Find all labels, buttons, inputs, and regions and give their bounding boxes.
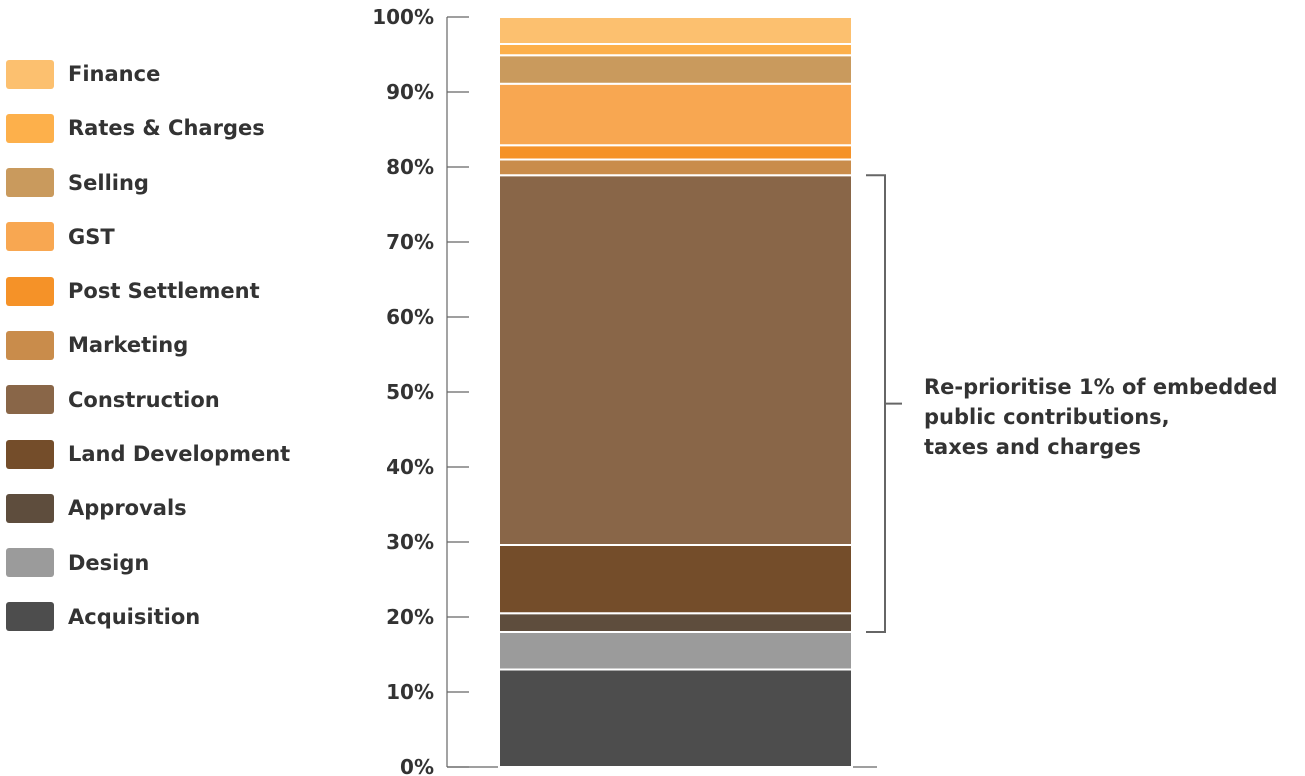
- legend-label: Selling: [68, 170, 149, 195]
- legend-swatch: [6, 168, 54, 198]
- legend-swatch: [6, 59, 54, 89]
- chart-legend: Finance Rates & Charges Selling GST Post Set…: [6, 58, 336, 655]
- legend-item: Rates & Charges: [6, 112, 336, 144]
- bar-segment: [498, 43, 853, 57]
- legend-label: Acquisition: [68, 604, 201, 629]
- bar-segment: [498, 631, 853, 671]
- annotation-line-1: Re-prioritise 1% of embedded: [924, 375, 1278, 399]
- legend-swatch: [6, 548, 54, 578]
- annotation-bracket: [866, 174, 902, 633]
- bar-segment: [498, 16, 853, 45]
- legend-label: Land Development: [68, 442, 291, 467]
- legend-item: Approvals: [6, 492, 336, 524]
- y-tick-label: 0%: [400, 755, 434, 776]
- annotation-line-3: taxes and charges: [924, 435, 1141, 459]
- y-tick-label: 30%: [386, 530, 434, 554]
- annotation-line-2: public contributions,: [924, 405, 1170, 429]
- legend-item: GST: [6, 221, 336, 253]
- legend-swatch: [6, 385, 54, 415]
- y-tick-label: 60%: [386, 305, 434, 329]
- y-tick-label: 90%: [386, 80, 434, 104]
- legend-swatch: [6, 330, 54, 360]
- bar-segment: [498, 144, 853, 161]
- legend-label: Approvals: [68, 496, 187, 521]
- legend-label: Finance: [68, 62, 161, 86]
- legend-swatch: [6, 113, 54, 143]
- legend-item: Finance: [6, 58, 336, 90]
- y-tick-label: 100%: [372, 5, 434, 29]
- legend-swatch: [6, 439, 54, 469]
- legend-swatch: [6, 276, 54, 306]
- legend-label: Design: [68, 550, 150, 575]
- bar-segment: [498, 82, 853, 147]
- legend-item: Construction: [6, 384, 336, 416]
- legend-label: Marketing: [68, 333, 189, 358]
- bar-segment: [498, 544, 853, 615]
- legend-label: GST: [68, 224, 115, 249]
- legend-item: Selling: [6, 167, 336, 199]
- bar-segment: [498, 158, 853, 177]
- bar-segment: [498, 174, 853, 546]
- bar-segment: [498, 668, 853, 768]
- legend-item: Marketing: [6, 329, 336, 361]
- legend-swatch: [6, 602, 54, 632]
- legend-item: Acquisition: [6, 601, 336, 633]
- y-tick-label: 50%: [386, 380, 434, 404]
- bracket-annotation: Re-prioritise 1% of embedded public cont…: [924, 372, 1304, 462]
- bar-segment: [498, 612, 853, 633]
- legend-item: Land Development: [6, 438, 336, 470]
- y-tick-label: 70%: [386, 230, 434, 254]
- legend-label: Rates & Charges: [68, 116, 265, 141]
- y-tick-label: 20%: [386, 605, 434, 629]
- bar-segment: [498, 54, 853, 85]
- legend-item: Design: [6, 547, 336, 579]
- legend-label: Post Settlement: [68, 279, 260, 304]
- y-tick-label: 80%: [386, 155, 434, 179]
- legend-label: Construction: [68, 387, 220, 412]
- legend-item: Post Settlement: [6, 275, 336, 307]
- legend-swatch: [6, 222, 54, 252]
- y-tick-label: 40%: [386, 455, 434, 479]
- y-tick-label: 10%: [386, 680, 434, 704]
- legend-swatch: [6, 493, 54, 523]
